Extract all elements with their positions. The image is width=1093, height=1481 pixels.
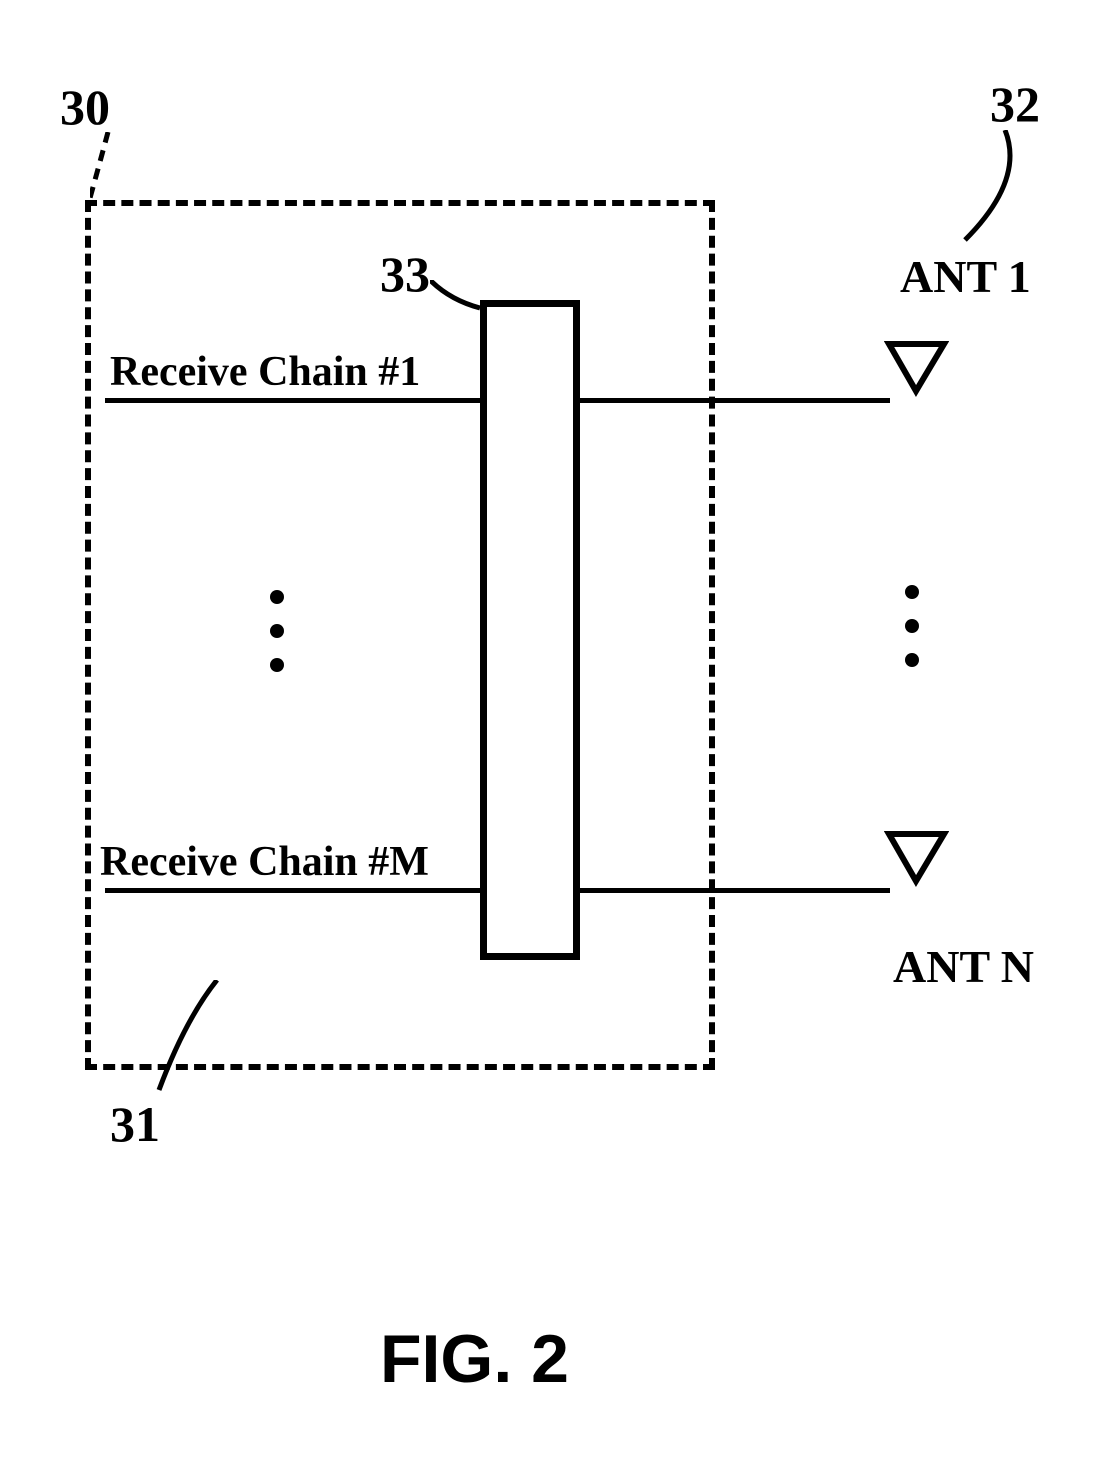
antenna-1-icon	[884, 339, 949, 399]
figure-label: FIG. 2	[380, 1320, 569, 1398]
chainm-line	[105, 888, 480, 893]
switch-block	[480, 300, 580, 960]
antenna-n-icon	[884, 829, 949, 889]
chainm-label: Receive Chain #M	[100, 838, 429, 886]
antn-label: ANT N	[893, 940, 1034, 993]
ant1-line	[580, 398, 890, 403]
dots-chains	[270, 590, 284, 672]
leader-33	[430, 280, 490, 320]
leader-31	[155, 980, 235, 1100]
callout-32: 32	[990, 75, 1040, 133]
receiver-block	[85, 200, 715, 1070]
chain1-line	[105, 398, 480, 403]
leader-32	[950, 130, 1040, 250]
callout-31: 31	[110, 1095, 160, 1153]
antn-line	[580, 888, 890, 893]
callout-30: 30	[60, 78, 110, 136]
chain1-label: Receive Chain #1	[110, 348, 420, 396]
leader-30	[90, 132, 130, 202]
dots-antennas	[905, 585, 919, 667]
callout-33: 33	[380, 245, 430, 303]
ant1-label: ANT 1	[900, 250, 1031, 303]
